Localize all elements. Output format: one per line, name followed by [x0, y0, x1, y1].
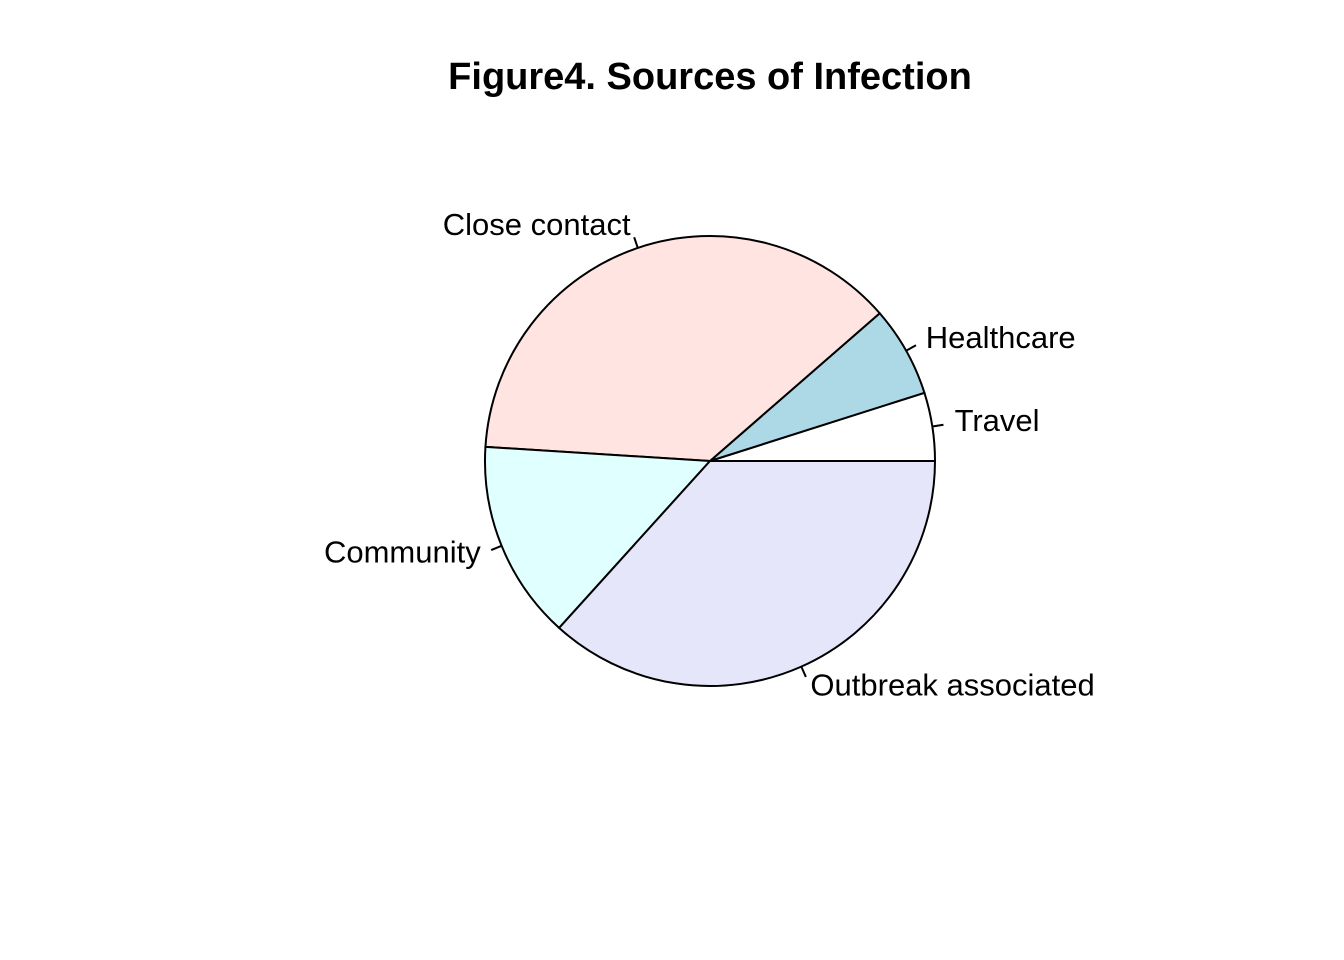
- slice-label-healthcare: Healthcare: [926, 320, 1076, 355]
- slice-label-close-contact: Close contact: [443, 207, 631, 242]
- slice-label-community: Community: [324, 534, 481, 569]
- leader-line-outbreak-associated: [800, 666, 807, 678]
- leader-line-travel: [932, 423, 944, 428]
- pie-labels: Travel Healthcare Close contact Community Ou…: [324, 207, 1095, 703]
- leader-line-community: [490, 544, 502, 551]
- pie-slice-outbreak-associated: [557, 460, 937, 687]
- leader-line-close-contact: [633, 236, 639, 249]
- leader-line-healthcare: [905, 344, 917, 352]
- pie-slices: [484, 235, 937, 687]
- pie-slice-community: [484, 445, 713, 630]
- chart-title: Figure4. Sources of Infection: [448, 56, 972, 98]
- pie-slice-close-contact: [484, 235, 882, 463]
- slice-label-travel: Travel: [955, 403, 1040, 438]
- slice-label-outbreak-associated: Outbreak associated: [810, 667, 1094, 702]
